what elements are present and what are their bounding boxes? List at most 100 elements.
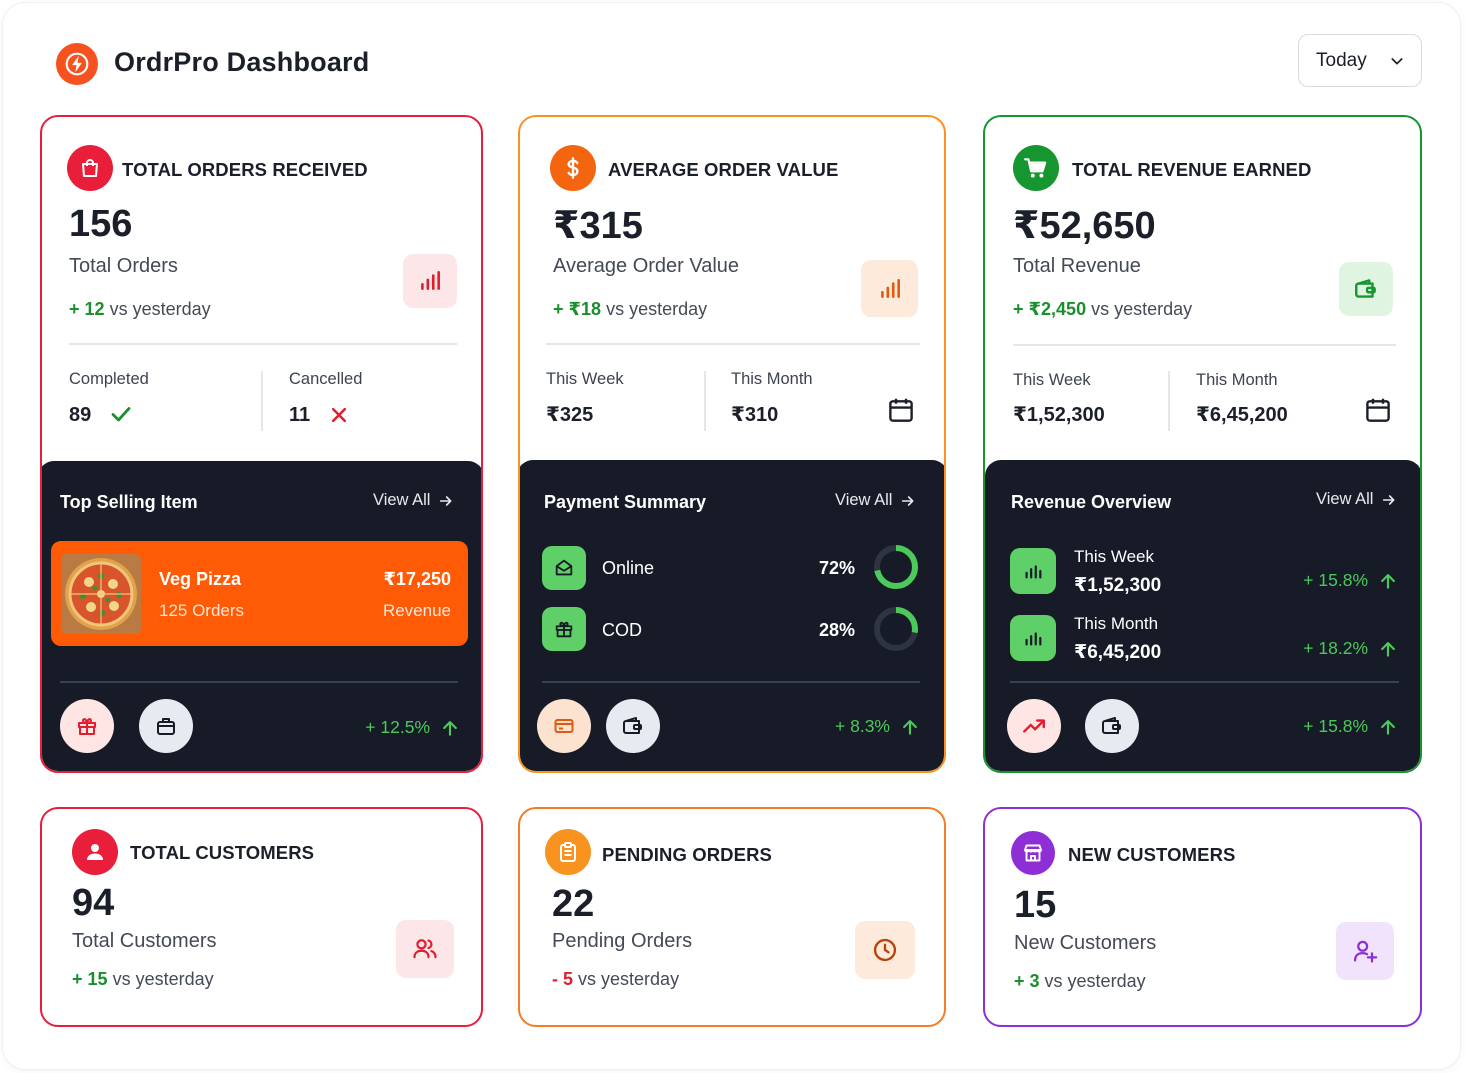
revenue-overview-panel: Revenue Overview View All This Week ₹1,5… <box>985 460 1420 771</box>
card-title: NEW CUSTOMERS <box>1068 844 1236 865</box>
gift-icon <box>555 621 573 638</box>
card-title: TOTAL ORDERS RECEIVED <box>122 159 368 180</box>
wallet-button[interactable] <box>606 699 660 753</box>
average-order-value-card: AVERAGE ORDER VALUE ₹315 Average Order V… <box>518 115 946 773</box>
aov-value: ₹315 <box>553 205 643 247</box>
online-percent: 72% <box>819 558 856 578</box>
month-revenue-growth: + 18.2% <box>1303 638 1398 659</box>
revenue-wallet-button[interactable] <box>1339 262 1393 316</box>
cod-payment-badge <box>542 607 586 651</box>
pending-value: 22 <box>552 883 595 925</box>
month-revenue-value: ₹6,45,200 <box>1074 642 1162 663</box>
envelope-open-icon <box>555 559 573 576</box>
card-title: TOTAL REVENUE EARNED <box>1072 159 1312 180</box>
user-icon <box>87 844 103 860</box>
completed-label: Completed <box>69 370 149 388</box>
shopping-bag-icon <box>82 159 98 177</box>
panel-divider <box>1010 681 1399 683</box>
wallet-button[interactable] <box>1085 699 1139 753</box>
aov-week-value: ₹325 <box>546 404 594 426</box>
revenue-delta: + ₹2,450 vs yesterday <box>1013 299 1193 319</box>
pending-button[interactable] <box>855 921 915 979</box>
date-filter-select[interactable]: Today <box>1298 34 1422 87</box>
top-selling-title: Top Selling Item <box>60 492 198 512</box>
aov-vdivider <box>704 371 706 431</box>
customers-icon-badge <box>72 829 118 875</box>
aov-icon-badge <box>550 145 596 191</box>
orders-chart-button[interactable] <box>403 254 457 308</box>
top-item-card[interactable]: Veg Pizza 125 Orders ₹17,250 Revenue <box>51 541 468 646</box>
wallet-icon <box>623 717 642 734</box>
date-filter-value: Today <box>1316 49 1367 71</box>
arrow-right-icon <box>1383 494 1395 505</box>
ring-progress <box>874 545 918 589</box>
x-icon <box>331 407 347 423</box>
view-all-payments[interactable]: View All <box>835 491 916 510</box>
top-selling-panel: Top Selling Item View All Veg Pizza 125 … <box>42 461 481 771</box>
revenue-icon-badge <box>1013 145 1059 191</box>
aov-month-label: This Month <box>731 370 813 388</box>
cancelled-value: 11 <box>289 404 311 426</box>
week-revenue-label: This Week <box>1074 547 1154 566</box>
pending-label: Pending Orders <box>552 930 693 952</box>
arrow-right-icon <box>440 495 452 506</box>
total-orders-value: 156 <box>69 203 133 245</box>
online-payment-badge <box>542 546 586 590</box>
arrow-right-icon <box>902 495 914 506</box>
new-customers-value: 15 <box>1014 884 1057 926</box>
cod-percent: 28% <box>819 620 856 640</box>
revenue-week-value: ₹1,52,300 <box>1013 404 1105 426</box>
aov-divider <box>546 343 920 345</box>
new-customers-button[interactable] <box>1336 922 1394 980</box>
gift-icon <box>78 718 96 735</box>
online-ring <box>874 545 918 589</box>
bar-chart-icon <box>421 271 440 290</box>
total-orders-label: Total Orders <box>69 255 178 277</box>
card-icon <box>554 719 574 733</box>
wallet-icon <box>1355 279 1376 298</box>
bag-button[interactable] <box>139 699 193 753</box>
view-all-revenue[interactable]: View All <box>1316 490 1397 509</box>
week-revenue-growth: + 15.8% <box>1303 570 1398 591</box>
panel-divider <box>60 681 458 683</box>
panel-divider <box>542 681 920 683</box>
online-label: Online <box>602 558 655 578</box>
new-customers-card: NEW CUSTOMERS 15 New Customers + 3 vs ye… <box>983 807 1422 1027</box>
trend-up-icon <box>1023 719 1045 733</box>
bar-chart-icon <box>880 278 900 298</box>
month-revenue-badge <box>1010 615 1056 661</box>
app-logo <box>56 43 98 85</box>
clock-icon <box>873 938 897 962</box>
pending-delta: - 5 vs yesterday <box>552 969 680 989</box>
cod-ring <box>874 607 918 651</box>
trend-button[interactable] <box>1007 699 1061 753</box>
week-revenue-value: ₹1,52,300 <box>1074 575 1162 596</box>
calendar-icon[interactable] <box>1363 395 1393 425</box>
customers-delta: + 15 vs yesterday <box>72 969 214 989</box>
bar-chart-icon <box>1025 632 1042 646</box>
orders-icon-badge <box>67 145 113 191</box>
customers-button[interactable] <box>396 920 454 978</box>
revenue-label: Total Revenue <box>1013 255 1141 277</box>
gift-button[interactable] <box>60 699 114 753</box>
week-revenue-badge <box>1010 548 1056 594</box>
view-all-top-selling[interactable]: View All <box>373 491 454 510</box>
aov-chart-button[interactable] <box>861 260 918 317</box>
total-customers-card: TOTAL CUSTOMERS 94 Total Customers + 15 … <box>40 807 483 1027</box>
card-title: TOTAL CUSTOMERS <box>130 842 315 863</box>
top-item-name: Veg Pizza <box>159 569 242 589</box>
page-title: OrdrPro Dashboard <box>114 47 370 77</box>
aov-month-value: ₹310 <box>731 404 779 426</box>
revenue-month-label: This Month <box>1196 371 1278 389</box>
total-orders-card: TOTAL ORDERS RECEIVED 156 Total Orders +… <box>40 115 483 773</box>
arrow-up-icon <box>1381 719 1395 735</box>
bar-chart-icon <box>1025 565 1042 579</box>
card-payment-button[interactable] <box>537 699 591 753</box>
store-icon <box>1024 844 1042 862</box>
calendar-icon[interactable] <box>886 395 916 425</box>
orders-divider <box>69 343 457 345</box>
card-title: AVERAGE ORDER VALUE <box>608 159 839 180</box>
briefcase-icon <box>157 718 175 735</box>
cod-label: COD <box>602 620 642 640</box>
total-revenue-card: TOTAL REVENUE EARNED ₹52,650 Total Reven… <box>983 115 1422 773</box>
